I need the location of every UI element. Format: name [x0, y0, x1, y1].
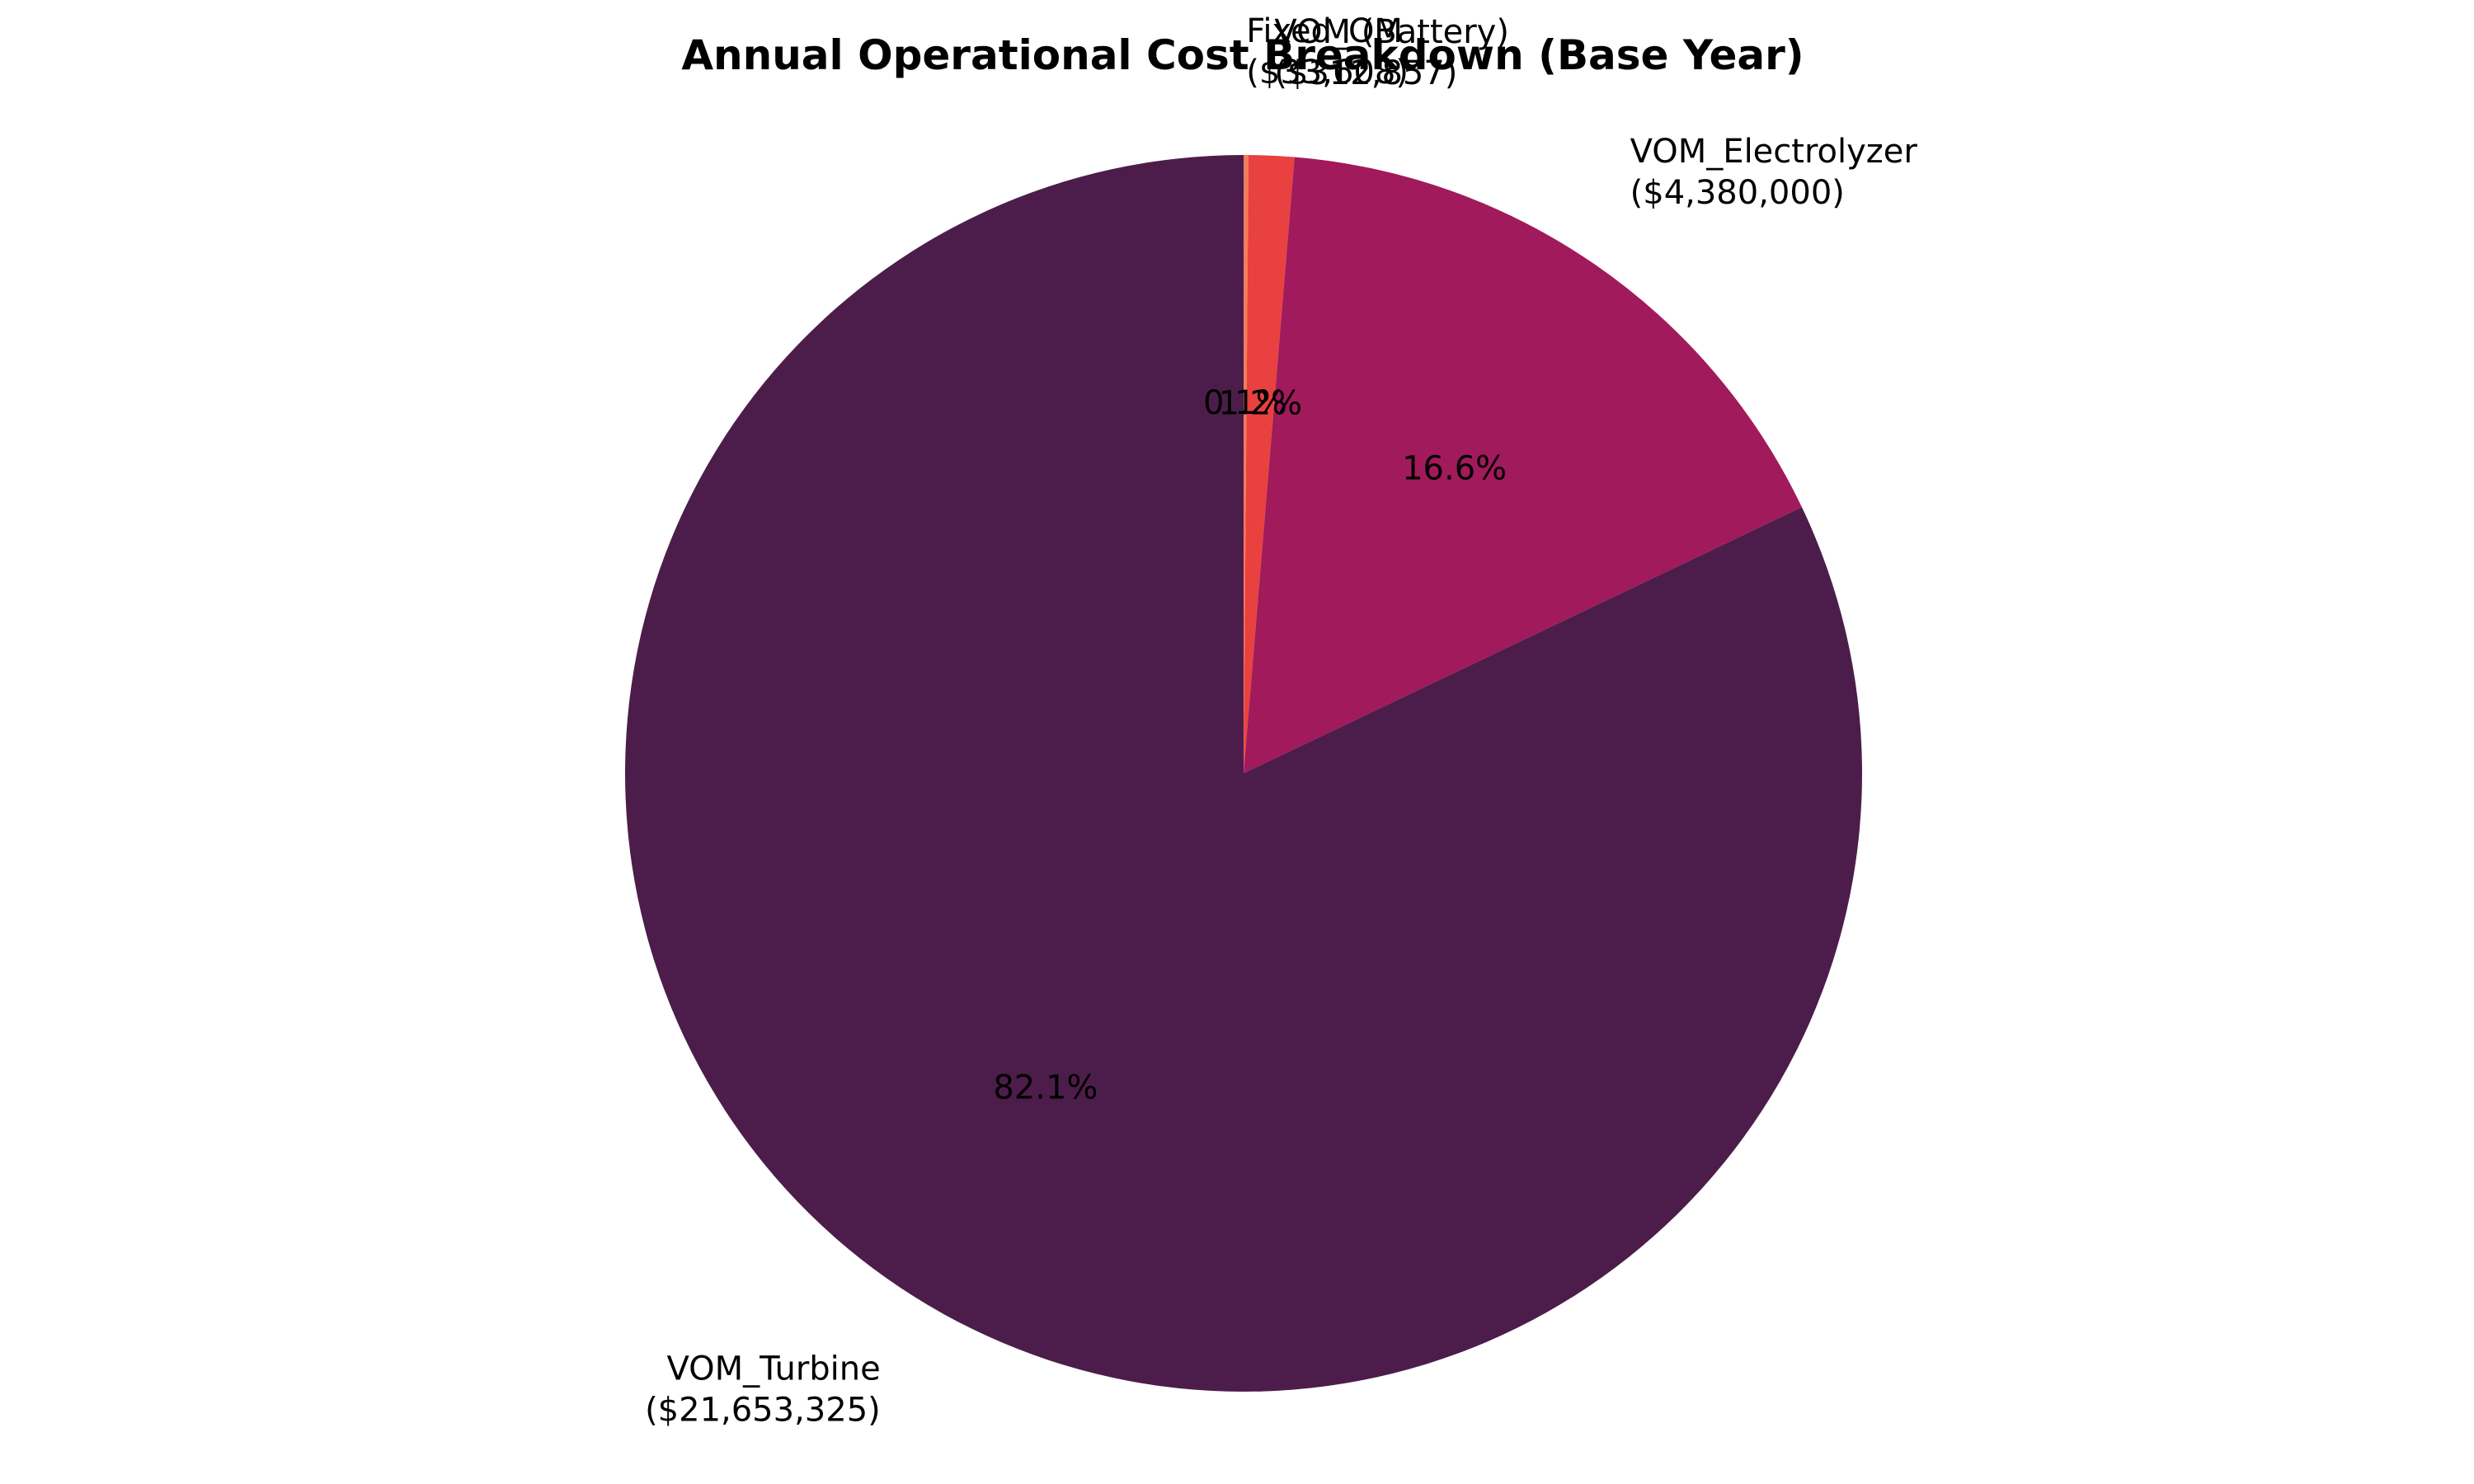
slice-value-label: ($312,857): [1274, 54, 1457, 92]
slice-name-label: VOM_Turbine: [666, 1350, 880, 1388]
slice-percent-label: 82.1%: [993, 1069, 1098, 1107]
slice-value-label: ($4,380,000): [1630, 174, 1845, 212]
pie-slice-vom-turbine: [624, 155, 1862, 1392]
pie-slice-fixed-om: [1244, 155, 1249, 773]
pie-slices: [624, 155, 1862, 1392]
chart-title: Annual Operational Cost Breakdown (Base …: [681, 31, 1804, 79]
percent-labels: 0.1%1.2% 16.6% 82.1%: [993, 384, 1507, 1107]
pie-slice-vom-electrolyzer: [1244, 157, 1802, 773]
slice-percent-label: 16.6%: [1402, 450, 1507, 488]
slice-value-label: ($33,608): [1246, 54, 1409, 92]
slice-percent-label: 1.2%: [1219, 384, 1303, 422]
slice-percent-label: 0.1%: [1203, 384, 1287, 422]
slice-name-label: VOM (Battery): [1274, 13, 1509, 51]
slice-value-label: ($21,653,325): [645, 1392, 881, 1430]
slice-name-label: VOM_Electrolyzer: [1630, 133, 1918, 171]
slice-name-label: Fixed_OM: [1246, 12, 1403, 50]
pie-slice-vom-battery: [1244, 155, 1295, 773]
slice-labels: Fixed_OM ($33,608)VOM (Battery)($312,857)…: [645, 12, 1917, 1430]
